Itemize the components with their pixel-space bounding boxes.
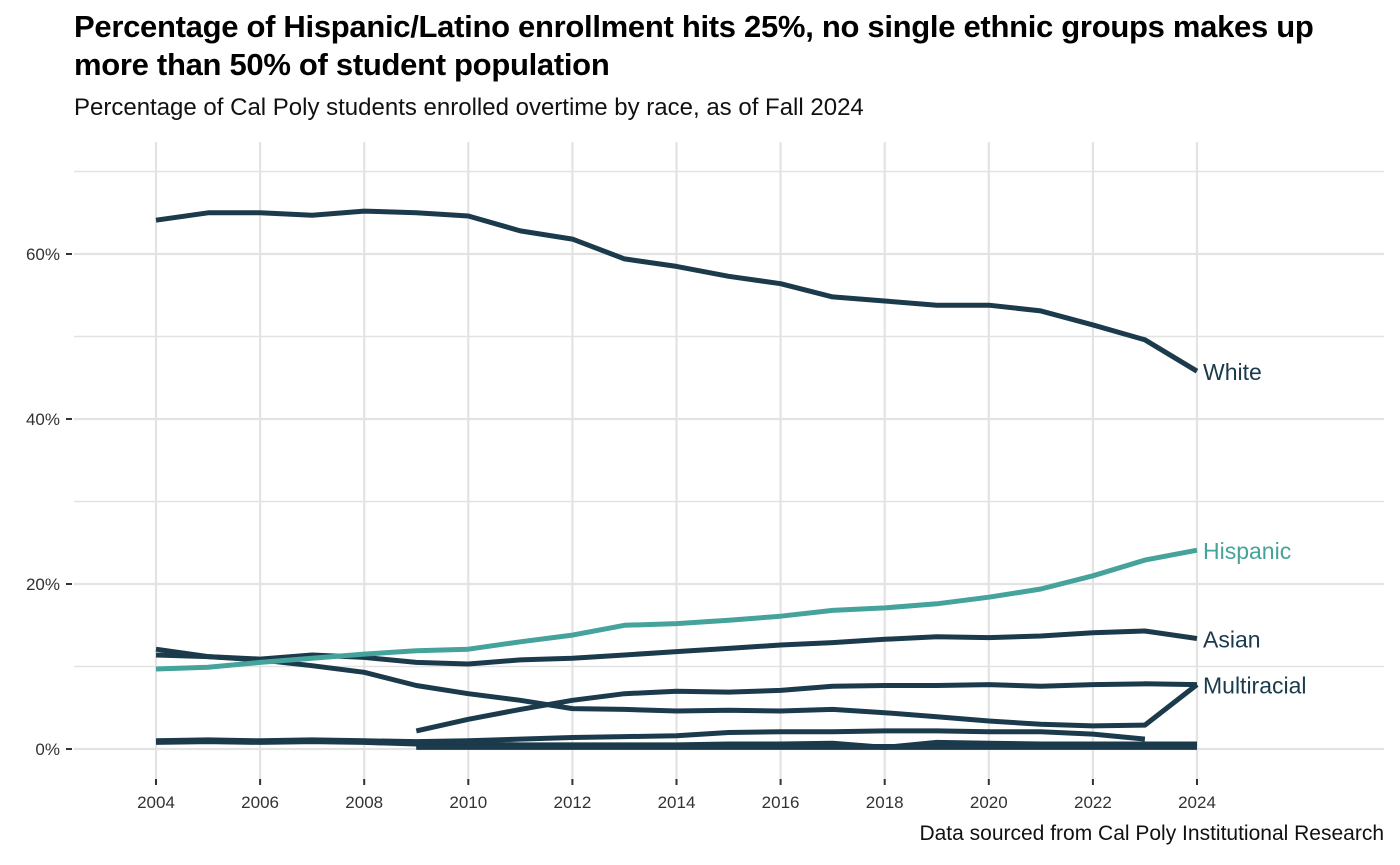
series-line-unknown [155,646,1199,729]
y-tick-label: 0% [35,740,60,759]
x-tick-label: 2008 [345,793,383,812]
x-tick-label: 2014 [658,793,696,812]
x-tick-label: 2022 [1074,793,1112,812]
series-labels: White Hispanic Asian Multiracial [1203,359,1307,699]
x-tick-label: 2018 [866,793,904,812]
series-label-white: White [1203,359,1262,385]
series-lines [155,208,1199,750]
chart-title: Percentage of Hispanic/Latino enrollment… [74,9,1314,82]
x-axis: 2004 2006 2008 2010 2012 2014 2016 2018 2020 2022… [137,779,1216,812]
x-tick-label: 2020 [970,793,1008,812]
x-tick-label: 2006 [241,793,279,812]
chart-subtitle: Percentage of Cal Poly students enrolled… [74,94,864,121]
x-tick-label: 2016 [762,793,800,812]
y-tick-label: 40% [26,410,60,429]
y-axis: 0% 20% 40% 60% [26,245,72,759]
series-line-white [155,208,1199,374]
series-line-hispanic [155,547,1198,672]
chart-caption: Data sourced from Cal Poly Institutional… [919,822,1384,845]
series-label-hispanic: Hispanic [1203,538,1291,564]
series-label-multiracial: Multiracial [1203,673,1307,699]
x-tick-label: 2024 [1178,793,1216,812]
x-tick-label: 2004 [137,793,175,812]
x-tick-label: 2010 [449,793,487,812]
y-tick-label: 20% [26,575,60,594]
series-label-asian: Asian [1203,626,1261,652]
x-tick-label: 2012 [553,793,591,812]
y-tick-label: 60% [26,245,60,264]
